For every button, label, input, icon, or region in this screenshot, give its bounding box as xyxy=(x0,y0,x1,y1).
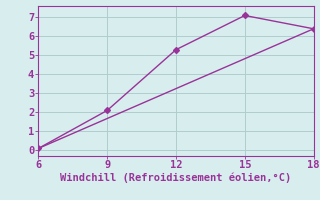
X-axis label: Windchill (Refroidissement éolien,°C): Windchill (Refroidissement éolien,°C) xyxy=(60,173,292,183)
